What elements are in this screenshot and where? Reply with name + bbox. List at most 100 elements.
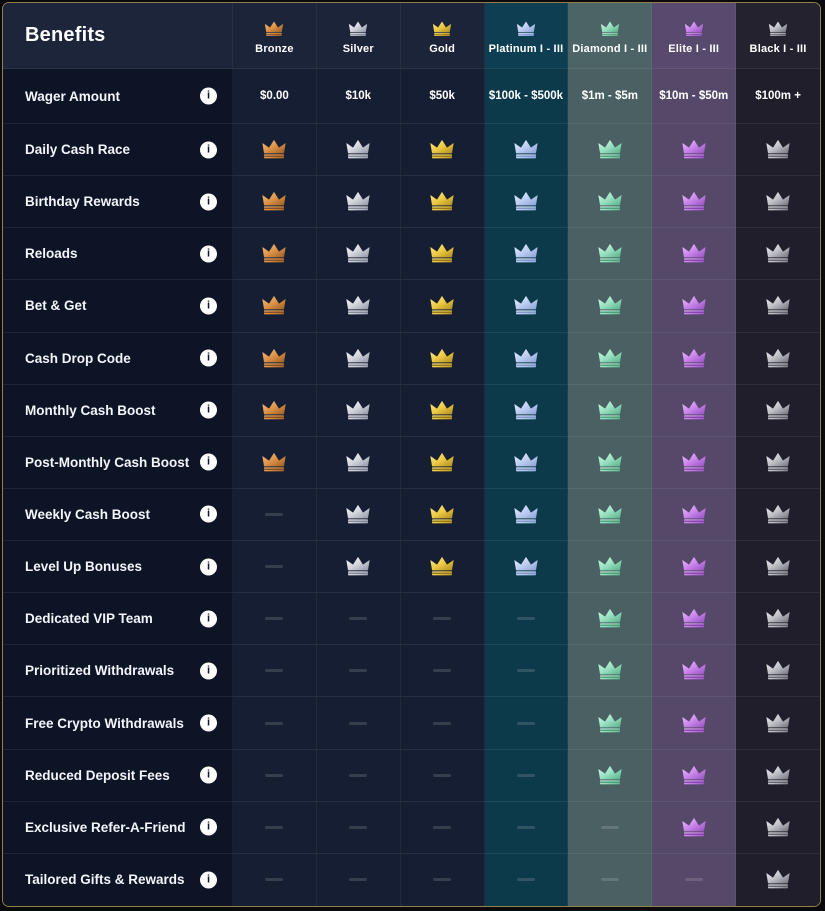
crown-icon — [430, 452, 454, 472]
crown-icon — [514, 296, 538, 315]
tier-header-gold: Gold — [400, 3, 485, 69]
benefit-cell-silver — [316, 488, 401, 542]
benefit-cell-platinum-i-iii — [484, 332, 569, 385]
benefit-cell-gold — [400, 228, 485, 281]
crown-icon — [430, 557, 454, 576]
benefit-cell-silver — [316, 801, 401, 854]
row-label-reloads: Reloads i — [3, 228, 233, 281]
benefit-label: Wager Amount — [25, 88, 120, 104]
info-icon[interactable]: i — [200, 610, 217, 628]
benefit-cell-silver — [316, 853, 401, 906]
crown-icon — [433, 21, 452, 36]
benefit-cell-platinum-i-iii — [484, 541, 569, 594]
benefit-label: Monthly Cash Boost — [25, 402, 156, 418]
crown-icon — [598, 452, 622, 472]
dash-icon — [516, 617, 535, 621]
dash-icon — [265, 669, 284, 673]
info-icon[interactable]: i — [200, 714, 217, 732]
benefit-label: Post-Monthly Cash Boost — [25, 454, 190, 470]
crown-icon — [766, 817, 790, 837]
benefit-cell-gold — [400, 280, 485, 333]
wager-cell-diamond-i-iii: $1m - $5m — [568, 69, 653, 124]
benefit-cell-black-i-iii — [736, 436, 820, 489]
benefit-cell-bronze — [233, 801, 317, 854]
benefit-cell-black-i-iii — [736, 488, 820, 542]
crown-icon — [346, 296, 370, 315]
dash-icon — [433, 773, 452, 777]
tier-name: Elite I - III — [668, 42, 720, 55]
benefit-cell-diamond-i-iii — [568, 697, 653, 750]
benefit-cell-black-i-iii — [736, 853, 820, 906]
benefit-cell-platinum-i-iii — [484, 593, 569, 646]
info-icon[interactable]: i — [200, 245, 217, 263]
info-icon[interactable]: i — [200, 297, 217, 315]
info-icon[interactable]: i — [200, 766, 217, 784]
benefit-cell-silver — [316, 645, 401, 698]
crown-icon — [766, 244, 790, 263]
benefit-cell-diamond-i-iii — [568, 645, 653, 698]
crown-icon — [430, 400, 454, 420]
benefit-cell-black-i-iii — [736, 645, 820, 698]
info-icon[interactable]: i — [200, 401, 217, 419]
info-icon[interactable]: i — [200, 662, 217, 680]
benefit-cell-platinum-i-iii — [484, 645, 569, 698]
benefit-label: Cash Drop Code — [25, 350, 131, 366]
benefit-cell-platinum-i-iii — [484, 436, 569, 489]
info-icon[interactable]: i — [200, 87, 217, 105]
info-icon[interactable]: i — [200, 871, 217, 889]
crown-icon — [766, 609, 790, 628]
dash-icon — [265, 721, 284, 725]
crown-icon — [598, 765, 622, 784]
crown-icon — [262, 296, 287, 315]
benefit-cell-silver — [316, 332, 401, 385]
crown-icon — [346, 139, 370, 159]
benefit-label: Weekly Cash Boost — [25, 506, 151, 522]
info-icon[interactable]: i — [200, 558, 217, 576]
benefit-cell-diamond-i-iii — [568, 176, 653, 229]
wager-value: $10m - $50m — [659, 90, 729, 102]
benefit-cell-elite-i-iii — [652, 645, 737, 698]
dash-icon — [349, 721, 368, 725]
dash-icon — [433, 721, 452, 725]
crown-icon — [598, 192, 622, 211]
benefits-grid: Benefits Bronze Silver Gold Platinum I - II… — [3, 3, 820, 906]
dash-icon — [349, 878, 368, 882]
dash-icon — [516, 669, 535, 673]
info-icon[interactable]: i — [200, 193, 217, 211]
crown-icon — [766, 296, 790, 315]
crown-icon — [262, 348, 287, 367]
benefit-cell-gold — [400, 801, 485, 854]
benefit-cell-black-i-iii — [736, 280, 820, 333]
wager-cell-bronze: $0.00 — [233, 69, 317, 124]
crown-icon — [516, 21, 536, 36]
dash-icon — [265, 878, 284, 882]
benefit-cell-bronze — [233, 176, 317, 229]
crown-icon — [766, 400, 790, 420]
row-label-free-crypto-withdrawals: Free Crypto Withdrawals i — [3, 697, 233, 750]
crown-icon — [514, 400, 538, 420]
tier-name: Diamond I - III — [572, 42, 648, 55]
benefit-cell-elite-i-iii — [652, 801, 737, 854]
tier-header-black-i-iii: Black I - III — [736, 3, 820, 69]
crown-icon — [346, 504, 370, 524]
crown-icon — [346, 348, 370, 367]
benefit-cell-elite-i-iii — [652, 488, 737, 542]
benefit-cell-gold — [400, 697, 485, 750]
crown-icon — [598, 504, 622, 524]
info-icon[interactable]: i — [200, 505, 217, 523]
info-icon[interactable]: i — [200, 349, 217, 367]
crown-icon — [514, 139, 538, 159]
info-icon[interactable]: i — [200, 453, 217, 471]
info-icon[interactable]: i — [200, 141, 217, 159]
crown-icon — [766, 504, 790, 524]
benefit-cell-diamond-i-iii — [568, 488, 653, 542]
tier-name: Platinum I - III — [488, 42, 564, 55]
dash-icon — [265, 565, 284, 569]
info-icon[interactable]: i — [200, 818, 217, 836]
wager-value: $10k — [345, 90, 372, 102]
benefit-cell-diamond-i-iii — [568, 436, 653, 489]
crown-icon — [262, 400, 287, 420]
row-label-tailored-gifts-rewards: Tailored Gifts & Rewards i — [3, 853, 233, 906]
benefit-cell-silver — [316, 384, 401, 437]
